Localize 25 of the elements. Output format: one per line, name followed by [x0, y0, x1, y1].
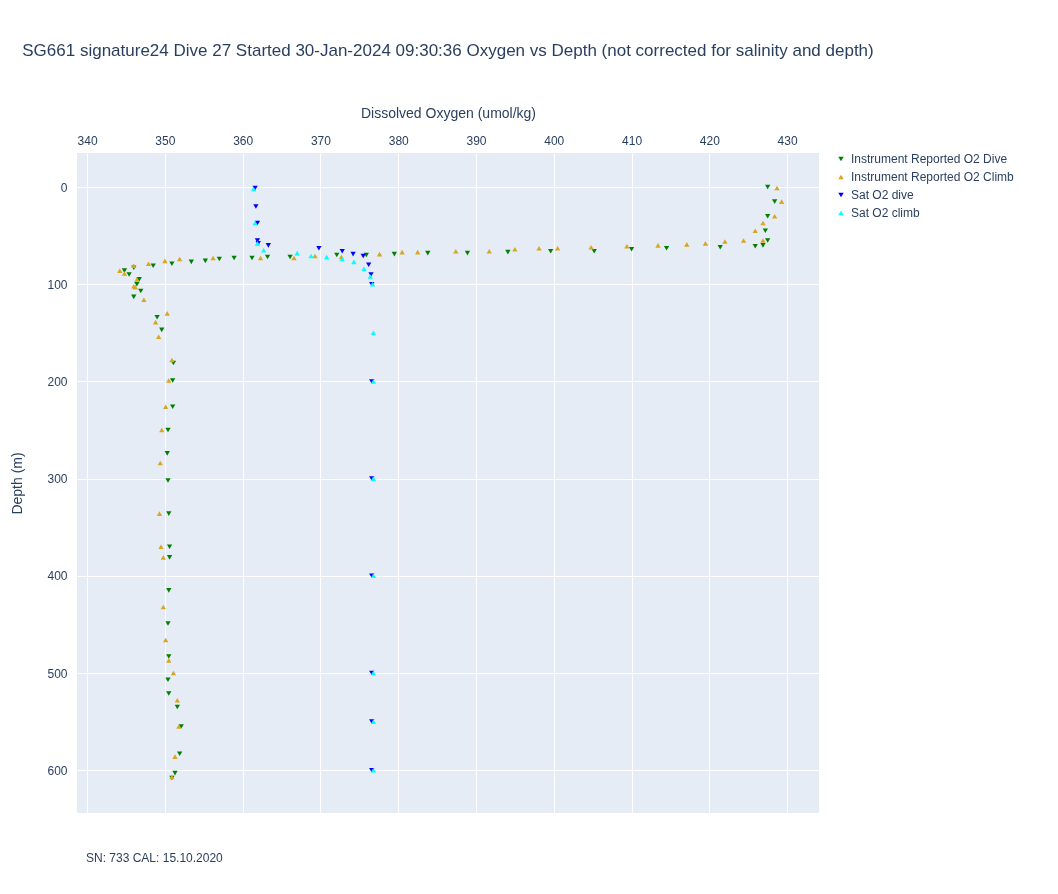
y-tick-label: 500	[47, 666, 68, 681]
y-axis-title: Depth (m)	[9, 452, 26, 515]
x-tick-label: 370	[310, 133, 332, 148]
x-tick-label: 420	[699, 133, 721, 148]
text: SN: 733 CAL: 15.10.2020	[86, 851, 223, 865]
x-tick-label: 400	[544, 133, 565, 148]
x-tick-label: 340	[77, 133, 98, 148]
x-axis-title: Dissolved Oxygen (umol/kg)	[360, 104, 537, 121]
x-tick-label: 390	[466, 133, 487, 148]
y-tick-label: 400	[47, 569, 68, 584]
x-tick-label: 380	[388, 133, 410, 148]
legend-label: Sat O2 dive	[851, 188, 915, 202]
x-tick-label: 350	[155, 133, 176, 148]
legend-label: Sat O2 climb	[851, 206, 921, 220]
x-tick-label: 360	[233, 133, 254, 148]
y-tick-label: 0	[60, 180, 68, 195]
legend-label: Instrument Reported O2 Climb	[851, 170, 1015, 184]
chart-title: SG661 signature24 Dive 27 Started 30-Jan-2024 09:30:36 Oxygen vs Depth (not corrected for salinity and depth)	[22, 41, 874, 60]
x-tick-label: 410	[622, 133, 643, 148]
x-tick-label: 430	[777, 133, 798, 148]
legend-label: Instrument Reported O2 Dive	[851, 152, 1008, 166]
y-tick-label: 200	[47, 374, 68, 389]
y-tick-label: 600	[47, 763, 68, 778]
y-tick-label: 100	[47, 277, 68, 292]
y-tick-label: 300	[47, 472, 68, 487]
